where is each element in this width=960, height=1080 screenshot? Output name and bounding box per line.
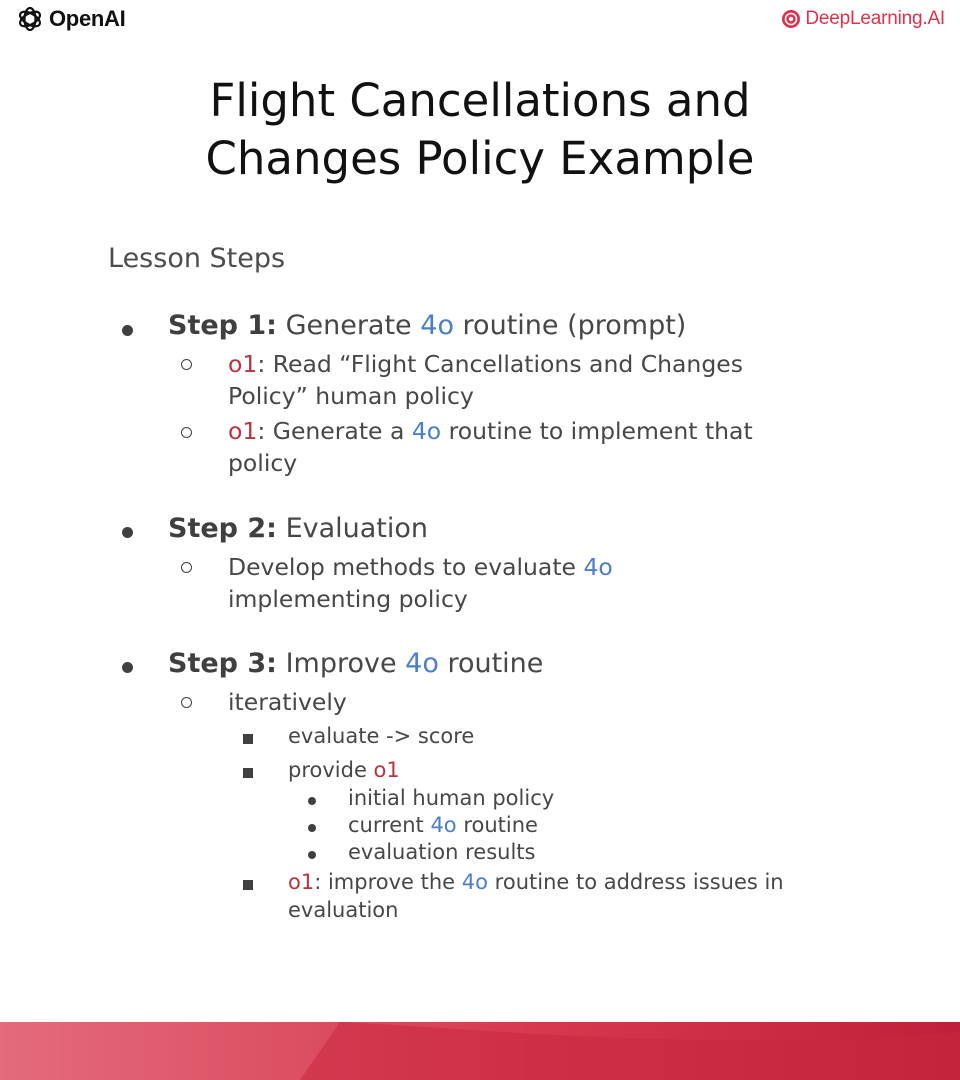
step-3-text-b: routine bbox=[438, 648, 544, 679]
title-line-1: Flight Cancellations and bbox=[209, 74, 751, 127]
bullet-ring bbox=[181, 427, 192, 438]
title-line-2: Changes Policy Example bbox=[205, 132, 755, 185]
bullet-dot bbox=[122, 325, 133, 336]
sub-item-evaluation-results: evaluation results bbox=[348, 840, 536, 864]
lesson-steps-heading: Lesson Steps bbox=[108, 243, 286, 274]
step-1-sub-2-text-a: : Generate a bbox=[257, 417, 412, 445]
page-title: Flight Cancellations and Changes Policy … bbox=[0, 72, 960, 188]
o1-label: o1 bbox=[228, 417, 258, 445]
model-label: 4o bbox=[430, 813, 457, 837]
bullet-square bbox=[243, 768, 253, 778]
step-2-label: Step 2: bbox=[168, 513, 277, 544]
step-1-line: Step 1: Generate 4o routine (prompt) bbox=[168, 310, 686, 341]
step-3-label: Step 3: bbox=[168, 648, 277, 679]
step-1-sub-1-line-2: Policy” human policy bbox=[228, 382, 474, 410]
step-3-item-3-text-a: : improve the bbox=[314, 870, 462, 894]
step-3-sub-1: iteratively bbox=[228, 688, 347, 716]
step-3-item-3-text-b: routine to address issues in bbox=[488, 870, 784, 894]
o1-label: o1 bbox=[373, 758, 400, 782]
bullet-square bbox=[243, 880, 253, 890]
step-1-sub-1-line-1: o1: Read “Flight Cancellations and Chang… bbox=[228, 350, 743, 378]
bullet-ring bbox=[181, 359, 192, 370]
step-2-line: Step 2: Evaluation bbox=[168, 513, 428, 544]
bullet-square bbox=[243, 734, 253, 744]
model-label: 4o bbox=[461, 870, 488, 894]
footer-wave bbox=[0, 1022, 960, 1080]
model-label: 4o bbox=[411, 417, 442, 445]
step-2-sub-1-line-1: Develop methods to evaluate 4o bbox=[228, 553, 613, 581]
step-1-sub-2-line-2: policy bbox=[228, 449, 298, 477]
sub-item-b-text-b: routine bbox=[456, 813, 538, 837]
step-1-text-a: Generate bbox=[276, 310, 421, 341]
deeplearning-icon bbox=[782, 10, 801, 28]
step-1-model: 4o bbox=[420, 310, 454, 341]
o1-label: o1 bbox=[288, 870, 315, 894]
bullet-ring bbox=[181, 697, 192, 708]
step-3-item-3-line-2: evaluation bbox=[288, 898, 399, 922]
step-3-line: Step 3: Improve 4o routine bbox=[168, 648, 543, 679]
step-2-text: Evaluation bbox=[276, 513, 429, 544]
step-1-sub-2-text-b: routine to implement that bbox=[441, 417, 753, 445]
model-label: 4o bbox=[583, 553, 613, 581]
step-2-sub-1-text: Develop methods to evaluate bbox=[228, 553, 584, 581]
step-1-text-b: routine (prompt) bbox=[453, 310, 687, 341]
sub-item-current-routine: current 4o routine bbox=[348, 813, 538, 837]
deeplearning-logo: DeepLearning.AI bbox=[781, 8, 945, 30]
bullet-dot bbox=[122, 527, 133, 538]
bullet-small-dot bbox=[308, 851, 316, 859]
step-3-item-2: provide o1 bbox=[288, 758, 400, 782]
bullet-small-dot bbox=[308, 824, 316, 832]
openai-logo-text: OpenAI bbox=[49, 6, 126, 31]
openai-logo: OpenAI bbox=[16, 5, 126, 33]
deeplearning-logo-text: DeepLearning.AI bbox=[805, 8, 945, 29]
step-2-sub-1-line-2: implementing policy bbox=[228, 585, 468, 613]
bullet-dot bbox=[122, 662, 133, 673]
bullet-small-dot bbox=[308, 797, 316, 805]
o1-label: o1 bbox=[228, 350, 258, 378]
openai-icon bbox=[18, 6, 42, 32]
bullet-ring bbox=[181, 562, 192, 573]
step-3-model: 4o bbox=[405, 648, 439, 679]
step-3-item-3-line-1: o1: improve the 4o routine to address is… bbox=[288, 870, 784, 894]
step-3-text-a: Improve bbox=[276, 648, 406, 679]
step-3-item-1: evaluate -> score bbox=[288, 724, 475, 748]
step-1-sub-1-text: : Read “Flight Cancellations and Changes bbox=[257, 350, 743, 378]
step-1-label: Step 1: bbox=[168, 310, 277, 341]
step-3-item-2-text: provide bbox=[288, 758, 374, 782]
step-1-sub-2-line-1: o1: Generate a 4o routine to implement t… bbox=[228, 417, 753, 445]
sub-item-b-text-a: current bbox=[348, 813, 431, 837]
sub-item-initial-policy: initial human policy bbox=[348, 786, 555, 810]
